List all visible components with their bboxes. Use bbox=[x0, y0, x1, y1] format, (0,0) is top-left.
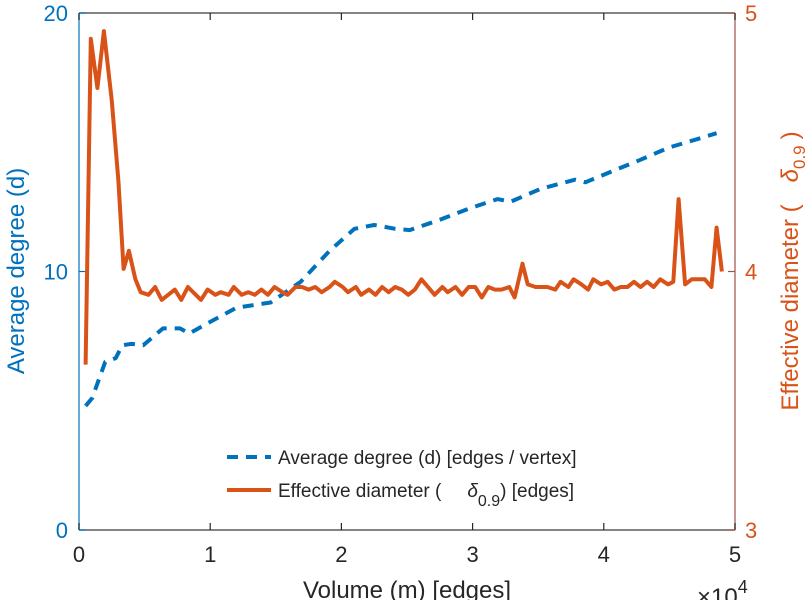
legend-ed-sub: 0.9 bbox=[478, 493, 500, 510]
x-multiplier-base: ×10 bbox=[697, 584, 738, 600]
y-left-axis-title: Average degree (d) bbox=[3, 168, 30, 374]
x-tick-label: 0 bbox=[73, 542, 85, 567]
legend-ed-symbol: δ bbox=[467, 481, 478, 502]
y-left-tick-label: 10 bbox=[44, 260, 68, 285]
x-tick-label: 2 bbox=[335, 542, 347, 567]
y-right-axis-title: Effective diameter ( δ0.9) bbox=[777, 131, 809, 410]
svg-text:Effective diameter (δ0.9): Effective diameter ( δ0.9) bbox=[777, 131, 809, 410]
axis-ticks bbox=[78, 12, 736, 531]
y-right-title-prefix: Effective diameter ( bbox=[777, 204, 804, 410]
legend-ed-prefix: Effective diameter ( bbox=[278, 481, 442, 502]
x-tick-label: 5 bbox=[729, 542, 741, 567]
y-right-tick-labels: 3 4 5 bbox=[745, 1, 757, 543]
legend: Average degree (d) [edges / vertex] Effe… bbox=[227, 448, 577, 510]
y-right-tick-label: 3 bbox=[745, 518, 757, 543]
y-right-tick-label: 4 bbox=[745, 260, 757, 285]
y-left-tick-labels: 0 10 20 bbox=[44, 1, 68, 543]
y-left-tick-label: 20 bbox=[44, 1, 68, 26]
legend-ed-suffix: ) [edges] bbox=[500, 481, 574, 502]
x-multiplier-exponent: 4 bbox=[738, 577, 748, 597]
series-line-average-degree bbox=[84, 131, 718, 408]
y-left-tick-label: 0 bbox=[56, 518, 68, 543]
series-line-effective-diameter bbox=[83, 29, 724, 365]
x-tick-label: 1 bbox=[204, 542, 216, 567]
x-tick-labels: 0 1 2 3 4 5 bbox=[73, 542, 741, 567]
x-tick-label: 3 bbox=[466, 542, 478, 567]
y-right-title-sub: 0.9 bbox=[790, 145, 809, 169]
y-right-title-suffix: ) bbox=[777, 131, 804, 139]
x-axis-title: Volume (m) [edges] bbox=[303, 577, 511, 600]
series-layer bbox=[83, 29, 724, 408]
legend-label-effective-diameter: Effective diameter ( δ0.9) [edges] bbox=[278, 481, 574, 510]
y-right-title-symbol: δ bbox=[777, 168, 804, 182]
legend-label-average-degree: Average degree (d) [edges / vertex] bbox=[278, 448, 577, 469]
x-multiplier: ×104 bbox=[697, 577, 748, 600]
x-tick-label: 4 bbox=[598, 542, 610, 567]
y-right-tick-label: 5 bbox=[745, 1, 757, 26]
